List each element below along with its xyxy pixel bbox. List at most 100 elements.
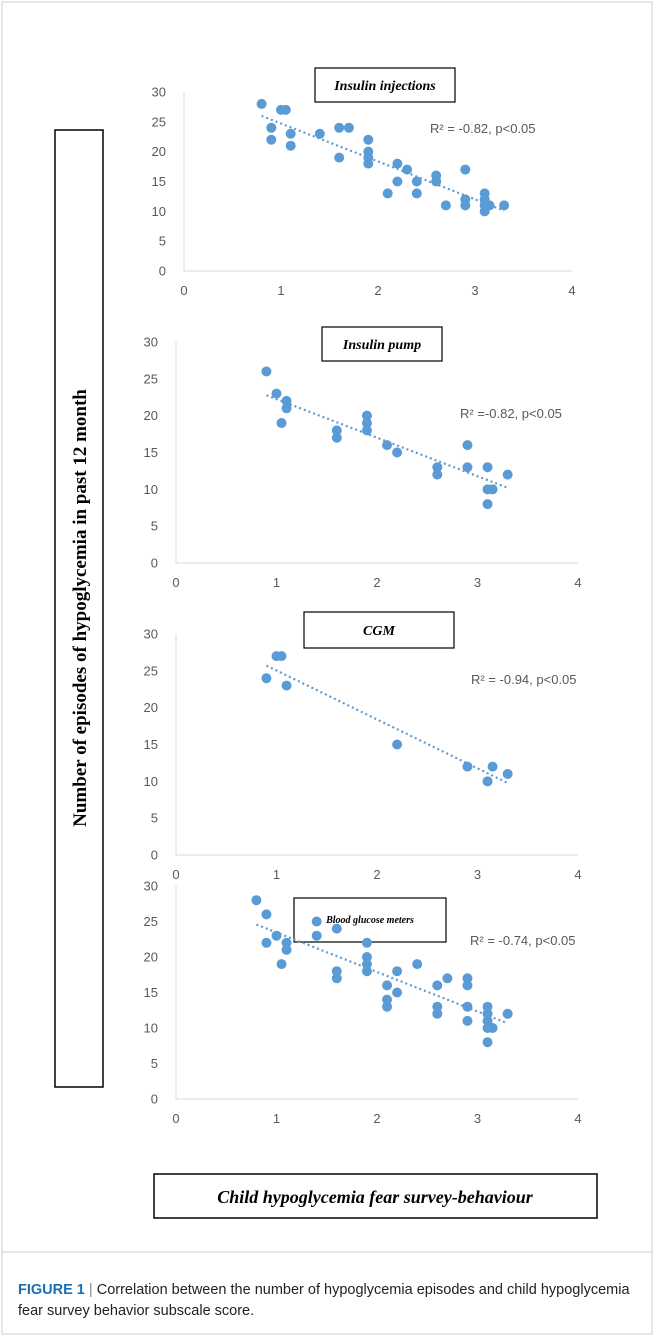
trendline (266, 394, 509, 489)
data-point (382, 1001, 393, 1012)
data-point (392, 447, 403, 458)
data-point (432, 1001, 443, 1012)
x-tick-label: 4 (574, 575, 581, 590)
chart-panel-2: 0 5 10 15 20 25 30 0 1 2 3 4 Insulin pump R² =-0.82, … (144, 326, 582, 590)
y-tick-label: 25 (144, 663, 158, 678)
data-point (361, 937, 372, 948)
data-point (460, 164, 471, 175)
data-point (363, 158, 374, 169)
data-point (361, 959, 372, 970)
xlabel-box (153, 1173, 598, 1219)
y-tick-label: 25 (144, 371, 158, 386)
data-point (261, 937, 272, 948)
ylabel-box (54, 129, 104, 1088)
data-point (487, 1023, 498, 1033)
x-tick-label: 3 (474, 867, 481, 882)
data-point (412, 959, 423, 970)
y-tick-label: 5 (151, 811, 158, 826)
data-point (280, 104, 291, 115)
chart-panel-4: 0 5 10 15 20 25 30 0 1 2 3 4 Blood glucose meters R² … (144, 879, 582, 1127)
data-point (502, 1008, 513, 1019)
data-point (285, 140, 296, 151)
data-point (432, 980, 443, 991)
data-point (256, 98, 267, 109)
y-tick-label: 15 (144, 737, 158, 752)
data-point (482, 776, 493, 787)
x-tick-label: 1 (273, 867, 280, 882)
y-tick-label: 15 (152, 174, 166, 189)
data-point (462, 462, 473, 473)
y-tick-label: 5 (159, 234, 166, 249)
y-tick-label: 30 (144, 627, 158, 642)
data-point (281, 937, 292, 948)
y-tick-label: 10 (144, 1021, 158, 1036)
data-point (487, 761, 498, 772)
figure: Number of episodes of hypoglycemia in pa… (54, 67, 598, 1219)
xlabel: Child hypoglycemia fear survey-behaviour (217, 1187, 533, 1207)
data-point (432, 462, 443, 473)
data-point (502, 469, 513, 480)
ylabel: Number of episodes of hypoglycemia in pa… (70, 389, 91, 827)
data-point (382, 188, 393, 199)
x-tick-label: 4 (574, 1111, 581, 1126)
x-tick-label: 0 (172, 867, 179, 882)
y-tick-label: 30 (144, 335, 158, 350)
data-point (411, 188, 422, 199)
x-tick-label: 1 (273, 1111, 280, 1126)
y-tick-label: 25 (152, 114, 166, 129)
x-tick-label: 0 (172, 575, 179, 590)
data-point (314, 128, 325, 139)
data-point (285, 128, 296, 139)
data-point (392, 739, 403, 750)
y-tick-label: 0 (151, 556, 158, 571)
data-point (276, 418, 287, 429)
panel-title: Blood glucose meters (325, 915, 414, 926)
x-tick-label: 2 (374, 283, 381, 298)
data-point (462, 980, 473, 991)
data-point (462, 973, 473, 984)
y-tick-label: 0 (159, 264, 166, 279)
data-point (331, 432, 342, 443)
panel-title-box (321, 326, 443, 362)
y-tick-label: 30 (152, 85, 166, 100)
x-tick-label: 3 (471, 283, 478, 298)
data-point (331, 966, 342, 977)
x-tick-label: 3 (474, 575, 481, 590)
panel-title-box (303, 611, 455, 649)
data-point (343, 122, 354, 133)
data-point (311, 916, 322, 927)
data-point (281, 395, 292, 406)
chart-panel-3: 0 5 10 15 20 25 30 0 1 2 3 4 CGM R² = -0.94, p<0.05 (144, 611, 582, 882)
y-tick-label: 25 (144, 914, 158, 929)
y-tick-label: 10 (144, 482, 158, 497)
data-point (440, 200, 451, 211)
y-tick-label: 20 (144, 700, 158, 715)
data-point (251, 895, 262, 906)
caption-text: Correlation between the number of hypogl… (18, 1282, 630, 1319)
panel-title-box (314, 67, 456, 103)
data-point (331, 425, 342, 436)
y-tick-label: 20 (144, 950, 158, 965)
data-point (392, 176, 403, 187)
data-point (361, 952, 372, 962)
r-squared-annotation: R² = -0.74, p<0.05 (470, 933, 576, 948)
data-point (334, 122, 345, 133)
y-tick-label: 5 (151, 1056, 158, 1071)
y-tick-label: 0 (151, 1092, 158, 1107)
data-point (442, 973, 453, 984)
data-point (482, 1037, 493, 1048)
data-point (382, 980, 393, 991)
y-tick-label: 30 (144, 879, 158, 894)
data-point (361, 966, 372, 977)
data-point (411, 176, 422, 187)
data-point (432, 1008, 443, 1019)
data-point (392, 158, 403, 169)
data-point (382, 994, 393, 1005)
y-tick-label: 20 (144, 408, 158, 423)
data-point (331, 923, 342, 934)
y-tick-label: 15 (144, 445, 158, 460)
data-point (462, 1015, 473, 1026)
data-point (460, 200, 471, 211)
data-point (363, 134, 374, 145)
